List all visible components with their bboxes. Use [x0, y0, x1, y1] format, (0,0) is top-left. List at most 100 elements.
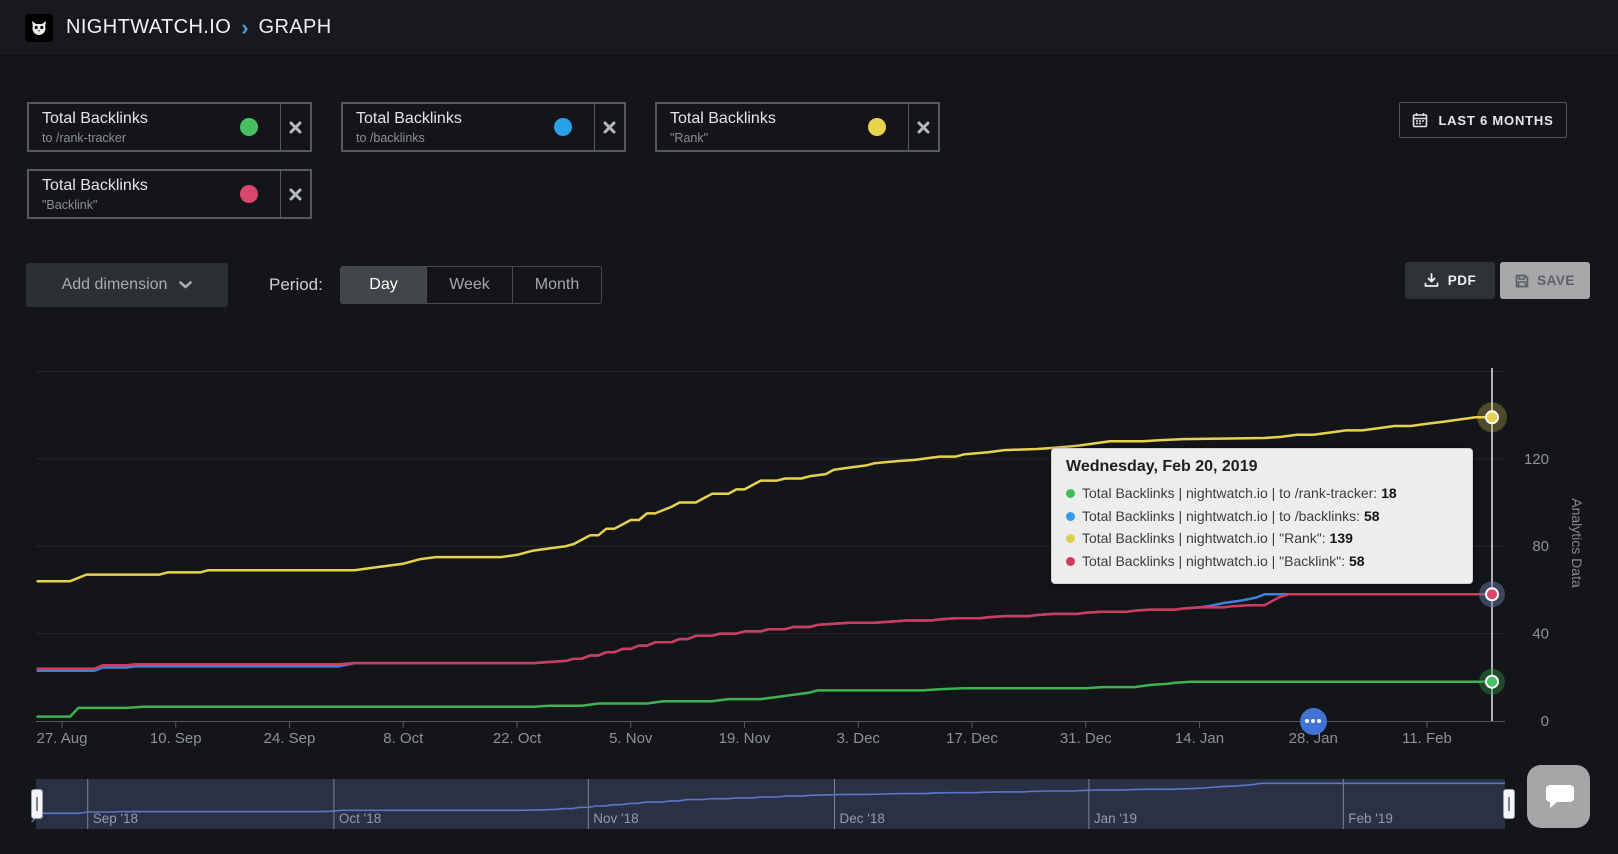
- series-dot-icon: [1066, 556, 1075, 566]
- x-axis-label: 14. Jan: [1175, 730, 1224, 747]
- navigator-month-label: Jan '19: [1094, 811, 1137, 826]
- divider: [280, 104, 281, 150]
- breadcrumb-page-title: GRAPH: [258, 16, 332, 38]
- x-axis-label: 31. Dec: [1060, 730, 1112, 747]
- series-line-rank-tracker: [36, 680, 1494, 718]
- y-axis-label: 40: [1532, 626, 1549, 643]
- navigator-month-label: Nov '18: [593, 811, 638, 826]
- add-dimension-button[interactable]: Add dimension: [26, 263, 228, 307]
- dimension-card-backlink[interactable]: Total Backlinks "Backlink": [27, 169, 312, 219]
- y-axis-label: 80: [1532, 538, 1549, 555]
- x-axis-label: 22. Oct: [493, 730, 542, 747]
- navigator-right-handle[interactable]: [1503, 789, 1515, 819]
- date-range-button[interactable]: LAST 6 MONTHS: [1399, 102, 1567, 138]
- header-bar: NIGHTWATCH.IO › GRAPH: [0, 0, 1618, 56]
- close-icon: [289, 121, 301, 133]
- series-dot-icon: [1066, 489, 1075, 498]
- x-axis-label: 19. Nov: [719, 730, 771, 747]
- series-color-dot[interactable]: [554, 118, 572, 136]
- dimension-card-rank[interactable]: Total Backlinks "Rank": [655, 102, 940, 152]
- divider: [594, 104, 595, 150]
- tab-period-month[interactable]: Month: [512, 267, 601, 303]
- close-icon: [603, 121, 615, 133]
- dimension-subtitle: "Backlink": [42, 198, 98, 212]
- date-range-label: LAST 6 MONTHS: [1438, 112, 1554, 128]
- export-pdf-button[interactable]: PDF: [1405, 262, 1495, 299]
- tooltip-row: Total Backlinks | nightwatch.io | to /ba…: [1066, 505, 1458, 528]
- navigator-month-label: Dec '18: [840, 811, 885, 826]
- calendar-icon: [1413, 113, 1428, 128]
- dimension-card-backlinks[interactable]: Total Backlinks to /backlinks: [341, 102, 626, 152]
- hover-marker: [1485, 587, 1499, 602]
- series-line-rank: [36, 416, 1494, 583]
- navigator-month-label: Sep '18: [93, 811, 138, 826]
- navigator-left-handle[interactable]: [31, 789, 43, 819]
- dimension-title: Total Backlinks: [356, 110, 462, 127]
- series-color-dot[interactable]: [240, 185, 258, 203]
- tooltip-row: Total Backlinks | nightwatch.io | "Backl…: [1066, 550, 1458, 573]
- dimension-subtitle: "Rank": [670, 131, 709, 145]
- breadcrumb-brand[interactable]: NIGHTWATCH.IO: [66, 16, 232, 38]
- series-color-dot[interactable]: [240, 118, 258, 136]
- series-line-backlinks: [36, 593, 1494, 672]
- remove-dimension-button[interactable]: [908, 104, 938, 150]
- x-axis-label: 10. Sep: [150, 730, 202, 747]
- divider: [908, 104, 909, 150]
- tab-period-day[interactable]: Day: [341, 267, 426, 303]
- dimension-subtitle: to /rank-tracker: [42, 131, 127, 145]
- close-icon: [917, 121, 929, 133]
- remove-dimension-button[interactable]: [280, 171, 310, 217]
- tab-period-week[interactable]: Week: [426, 267, 512, 303]
- x-axis-label: 5. Nov: [609, 730, 653, 747]
- chart-tooltip: Wednesday, Feb 20, 2019 Total Backlinks …: [1051, 448, 1473, 584]
- annotation-bubble[interactable]: [1299, 707, 1327, 735]
- breadcrumb-chevron-icon: ›: [241, 14, 249, 40]
- tooltip-row: Total Backlinks | nightwatch.io | "Rank"…: [1066, 527, 1458, 550]
- navigator-background[interactable]: [36, 779, 1505, 829]
- series-dot-icon: [1066, 511, 1075, 521]
- tooltip-value: 58: [1349, 552, 1365, 569]
- x-axis-label: 17. Dec: [946, 730, 998, 747]
- x-axis-label: 27. Aug: [37, 730, 88, 747]
- x-axis-label: 28. Jan: [1289, 730, 1338, 747]
- y-axis-title: Analytics Data: [1569, 498, 1585, 588]
- series-line-backlink: [36, 593, 1494, 670]
- series-color-dot[interactable]: [868, 118, 886, 136]
- add-dimension-label: Add dimension: [61, 276, 168, 293]
- download-icon: [1424, 273, 1439, 287]
- navigator-series-line: [31, 782, 1505, 823]
- dimension-title: Total Backlinks: [670, 110, 776, 127]
- owl-icon: [32, 20, 46, 35]
- navigator[interactable]: [36, 779, 1505, 829]
- pdf-label: PDF: [1447, 273, 1477, 288]
- navigator-month-label: Oct '18: [339, 811, 381, 826]
- ellipsis-icon: [1305, 719, 1310, 723]
- navigator-month-label: Feb '19: [1348, 811, 1393, 826]
- x-axis-label: 8. Oct: [383, 730, 424, 747]
- tooltip-value: 18: [1381, 485, 1397, 501]
- series-dot-icon: [1066, 534, 1075, 543]
- y-axis-label: 120: [1524, 451, 1549, 468]
- tooltip-date-title: Wednesday, Feb 20, 2019: [1066, 458, 1258, 475]
- tooltip-value: 58: [1363, 507, 1380, 524]
- save-label: SAVE: [1537, 273, 1575, 288]
- remove-dimension-button[interactable]: [280, 104, 310, 150]
- nightwatch-logo-icon[interactable]: [25, 13, 53, 42]
- chat-widget-button[interactable]: [1527, 765, 1590, 828]
- dimension-subtitle: to /backlinks: [356, 131, 425, 145]
- divider: [280, 171, 281, 217]
- dimension-card-rank-tracker[interactable]: Total Backlinks to /rank-tracker: [27, 102, 312, 152]
- x-axis-label: 24. Sep: [264, 730, 316, 747]
- hover-marker: [1485, 410, 1499, 425]
- tooltip-value: 139: [1329, 530, 1353, 546]
- chat-icon: [1545, 784, 1574, 808]
- save-button[interactable]: SAVE: [1500, 262, 1590, 299]
- chevron-down-icon: [179, 281, 193, 289]
- remove-dimension-button[interactable]: [594, 104, 624, 150]
- period-label: Period:: [269, 275, 323, 294]
- dimension-title: Total Backlinks: [42, 110, 148, 127]
- x-axis-label: 11. Feb: [1402, 730, 1452, 747]
- hover-marker: [1485, 674, 1499, 689]
